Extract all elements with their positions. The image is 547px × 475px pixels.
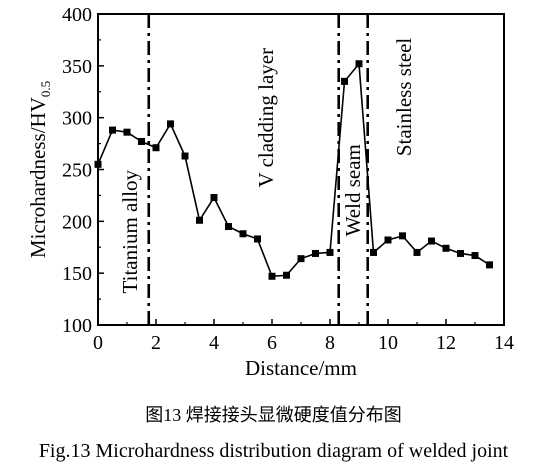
series-line bbox=[97, 61, 490, 278]
x-tick-label: 0 bbox=[93, 332, 103, 354]
data-point bbox=[355, 60, 363, 68]
x-tick-label: 8 bbox=[325, 332, 335, 354]
x-axis-label: Distance/mm bbox=[245, 356, 357, 380]
data-point bbox=[428, 237, 435, 245]
data-point bbox=[181, 152, 189, 160]
x-tick-label: 6 bbox=[267, 332, 277, 354]
data-point bbox=[457, 249, 464, 257]
data-point bbox=[239, 230, 247, 238]
y-axis-label-subscript: 0.5 bbox=[38, 81, 53, 97]
data-point bbox=[312, 249, 319, 257]
y-axis-label-main: Microhardness/HV bbox=[26, 97, 50, 258]
y-tick-label: 100 bbox=[62, 315, 92, 337]
y-tick-label: 300 bbox=[62, 108, 92, 130]
region-annotations: Titanium alloy V cladding layer Weld seam S… bbox=[118, 38, 416, 294]
data-point bbox=[123, 128, 131, 136]
x-tick-label: 2 bbox=[151, 332, 161, 354]
data-point bbox=[196, 216, 203, 224]
figure-caption-chinese: 图13 焊接接头显微硬度值分布图 bbox=[145, 405, 402, 425]
data-point bbox=[442, 244, 450, 252]
x-tick-label: 14 bbox=[494, 332, 514, 354]
data-point bbox=[152, 144, 160, 152]
y-tick-label: 200 bbox=[62, 211, 92, 233]
data-point bbox=[471, 252, 479, 260]
data-point bbox=[384, 236, 392, 244]
data-line bbox=[97, 61, 490, 278]
data-point bbox=[297, 255, 305, 263]
plot-frame bbox=[97, 13, 505, 326]
data-markers bbox=[94, 60, 493, 280]
data-point bbox=[94, 160, 102, 168]
data-point bbox=[370, 248, 377, 256]
data-point bbox=[167, 120, 174, 128]
region-label: Stainless steel bbox=[392, 38, 416, 157]
data-point bbox=[326, 248, 334, 256]
y-axis-label: Microhardness/HV0.5 bbox=[26, 81, 53, 258]
data-point bbox=[268, 272, 276, 280]
y-tick-label: 250 bbox=[62, 160, 92, 182]
x-tick-label: 4 bbox=[209, 332, 219, 354]
data-point bbox=[413, 248, 421, 256]
data-point bbox=[283, 271, 290, 279]
x-tick-label: 10 bbox=[378, 332, 398, 354]
region-label: V cladding layer bbox=[254, 48, 278, 188]
y-tick-label: 400 bbox=[62, 4, 92, 26]
data-point bbox=[138, 138, 145, 146]
y-tick-label: 350 bbox=[62, 56, 92, 78]
data-point bbox=[210, 193, 218, 201]
region-label: Titanium alloy bbox=[118, 169, 142, 293]
data-point bbox=[109, 126, 116, 134]
region-label: Weld seam bbox=[341, 144, 365, 236]
figure-caption-english: Fig.13 Microhardness distribution diagra… bbox=[38, 440, 509, 462]
x-tick-label: 12 bbox=[436, 332, 456, 354]
microhardness-chart: 0 2 4 6 8 10 12 14 100 150 200 250 300 350 400 Titaniu… bbox=[26, 4, 514, 380]
data-point bbox=[486, 261, 493, 269]
y-tick-label: 150 bbox=[62, 263, 92, 285]
data-point bbox=[254, 235, 261, 243]
data-point bbox=[225, 223, 232, 231]
data-point bbox=[399, 232, 406, 240]
data-point bbox=[341, 77, 348, 85]
